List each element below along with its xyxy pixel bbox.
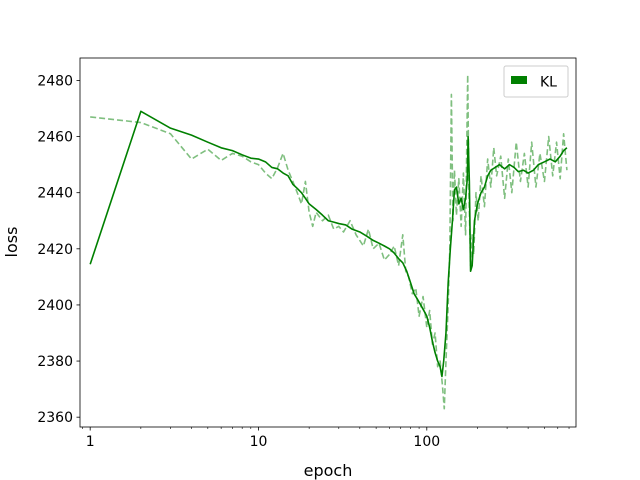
legend-box (503, 65, 569, 98)
x-tick-label: 1 (86, 434, 95, 450)
series-layer (89, 74, 568, 410)
y-tick-label: 2480 (37, 73, 73, 89)
y-tick-label: 2360 (37, 410, 73, 426)
y-axis-label: loss (2, 227, 21, 258)
series-line-dashed (90, 74, 568, 410)
y-axis-ticks: 2360 2380 2400 2420 2440 2460 2480 (37, 73, 80, 426)
y-tick-label: 2420 (37, 242, 73, 258)
series-line-kl (89, 110, 568, 378)
legend-swatch-kl (511, 76, 527, 84)
x-axis-ticks: 1 10 100 (82, 427, 570, 450)
y-tick-label: 2400 (37, 298, 73, 314)
x-axis-label: epoch (304, 461, 353, 480)
x-tick-label: 100 (413, 434, 440, 450)
legend-label-kl: KL (540, 75, 557, 91)
plot-area (80, 58, 576, 427)
x-tick-label: 10 (250, 434, 268, 450)
legend: KL (503, 65, 569, 98)
y-tick-label: 2380 (37, 354, 73, 370)
y-tick-label: 2440 (37, 186, 73, 202)
y-tick-label: 2460 (37, 130, 73, 146)
plot-frame (79, 57, 577, 428)
